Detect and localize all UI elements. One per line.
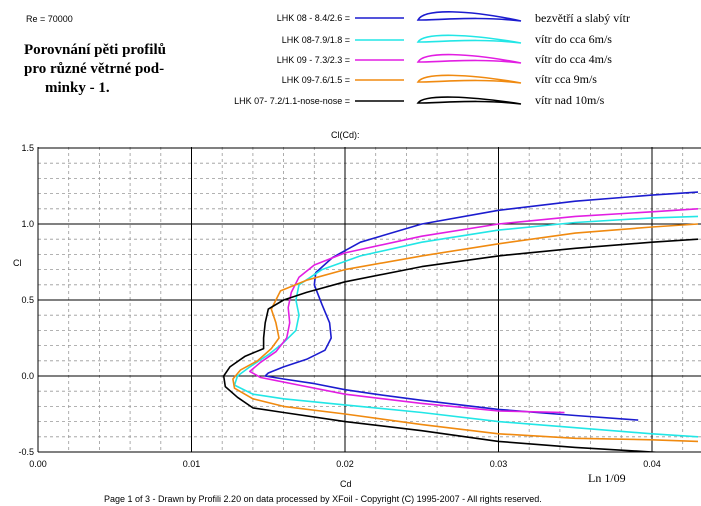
y-tick-label: 1.5 — [21, 143, 34, 153]
legend-airfoil-icon — [416, 74, 522, 84]
legend-entry-name: LHK 07- 7.2/1.1-nose-nose = — [234, 96, 350, 106]
grid-major — [37, 147, 701, 453]
x-tick-label: 0.02 — [336, 459, 354, 469]
x-axis-label: Cd — [340, 479, 352, 489]
series-line — [232, 223, 699, 443]
legend-entry-description: vítr nad 10m/s — [535, 93, 605, 107]
x-tick-label: 0.04 — [643, 459, 661, 469]
footer-copyright: Page 1 of 3 - Drawn by Profili 2.20 on d… — [104, 494, 542, 504]
axis-labels: 0.00 0.01 0.02 0.03 0.04 1.5 1.0 0.5 0.0 -0.5 — [18, 143, 660, 469]
x-tick-label: 0.03 — [490, 459, 508, 469]
series-line — [233, 215, 699, 438]
x-tick-label: 0.00 — [29, 459, 47, 469]
legend-airfoil-shapes — [355, 11, 522, 105]
legend-entry-name: LHK 09 - 7.3/2.3 = — [276, 55, 350, 65]
legend-airfoil-icon — [416, 53, 522, 64]
reynolds-label: Re = 70000 — [26, 14, 73, 24]
legend-entry-name: LHK 08 - 8.4/2.6 = — [276, 13, 350, 23]
y-tick-label: 1.0 — [21, 219, 34, 229]
legend-airfoil-icon — [416, 34, 522, 44]
legend-entry-description: vítr do cca 4m/s — [535, 52, 612, 66]
legend-entry-description: bezvětří a slabý vítr — [535, 11, 630, 25]
legend-airfoil-icon — [416, 96, 522, 105]
y-tick-label: -0.5 — [18, 447, 34, 457]
legend-airfoil-icon — [416, 11, 522, 22]
legend-entry-description: vítr cca 9m/s — [535, 72, 597, 86]
series-line — [264, 191, 699, 421]
corner-label: Ln 1/09 — [588, 471, 626, 485]
x-tick-label: 0.01 — [183, 459, 201, 469]
y-axis-label: Cl — [13, 258, 22, 268]
heading-line-3: minky - 1. — [45, 80, 110, 96]
series-line — [222, 238, 699, 452]
legend-entry-description: vítr do cca 6m/s — [535, 32, 612, 46]
y-tick-label: 0.5 — [21, 295, 34, 305]
chart-title: Cl(Cd): — [331, 130, 360, 140]
heading-line-2: pro různé větrné pod- — [24, 61, 165, 77]
series-line — [249, 208, 699, 414]
legend-entry-name: LHK 09-7.6/1.5 = — [281, 75, 350, 85]
series-group — [222, 191, 699, 452]
legend-entry-name: LHK 08-7.9/1.8 = — [281, 35, 350, 45]
y-tick-label: 0.0 — [21, 371, 34, 381]
heading-line-1: Porovnání pěti profilů — [24, 42, 166, 58]
